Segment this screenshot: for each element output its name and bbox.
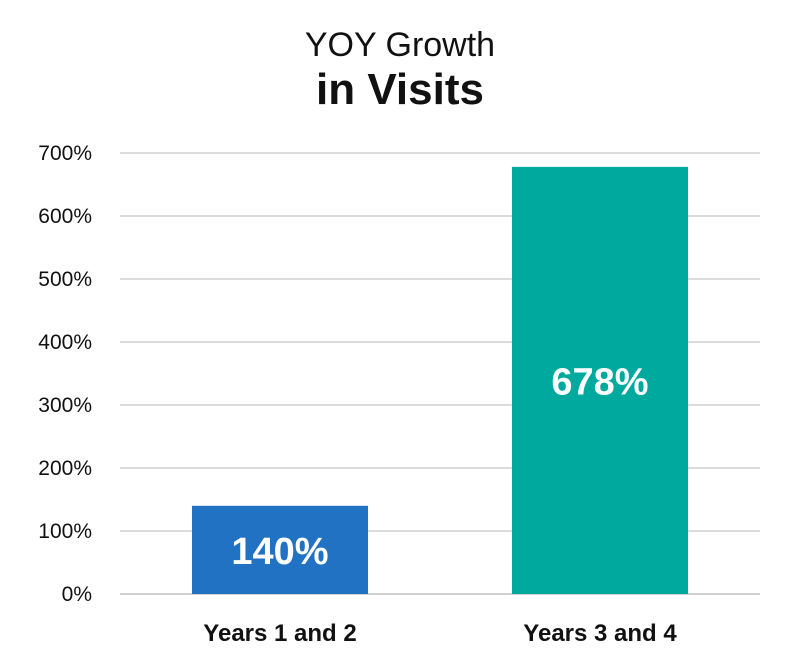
- x-category-label: Years 3 and 4: [523, 620, 677, 647]
- bars: [192, 166, 688, 595]
- y-tick-label: 600%: [38, 205, 92, 228]
- data-labels: 140% 678%: [231, 361, 648, 572]
- y-tick-label: 400%: [38, 331, 92, 354]
- bar: [192, 505, 368, 594]
- bar-value-label: 140%: [231, 531, 328, 573]
- chart-subtitle: in Visits: [316, 65, 484, 114]
- x-axis-categories: Years 1 and 2 Years 3 and 4: [203, 620, 677, 647]
- y-tick-label: 200%: [38, 457, 92, 480]
- y-tick-label: 300%: [38, 394, 92, 417]
- y-axis-ticks: 0% 100% 200% 300% 400% 500% 600% 700%: [38, 142, 92, 606]
- y-tick-label: 100%: [38, 520, 92, 543]
- chart-title: YOY Growth: [305, 26, 495, 64]
- bar: [512, 166, 688, 595]
- bar-value-label: 678%: [551, 361, 648, 403]
- x-category-label: Years 1 and 2: [203, 620, 356, 647]
- y-tick-label: 500%: [38, 268, 92, 291]
- y-tick-label: 0%: [62, 583, 92, 606]
- y-tick-label: 700%: [38, 142, 92, 165]
